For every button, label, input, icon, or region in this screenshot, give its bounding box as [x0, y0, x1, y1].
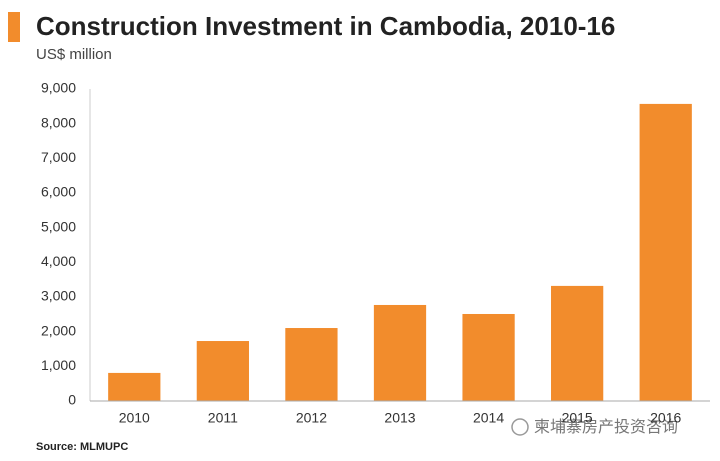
bar [285, 328, 338, 401]
chart-title: Construction Investment in Cambodia, 201… [36, 11, 615, 41]
x-tick-label: 2012 [296, 410, 327, 426]
y-tick-label: 3,000 [41, 288, 76, 304]
title-accent [8, 12, 20, 42]
bar [639, 103, 692, 401]
y-tick-label: 5,000 [41, 218, 76, 234]
y-tick-label: 0 [68, 392, 76, 408]
bar [108, 372, 161, 401]
chart-subtitle: US$ million [36, 46, 112, 63]
y-tick-label: 4,000 [41, 253, 76, 269]
x-tick-label: 2016 [650, 410, 681, 426]
bar [196, 341, 249, 401]
x-tick-label: 2014 [473, 410, 504, 426]
y-tick-label: 6,000 [41, 184, 76, 200]
bar [462, 313, 515, 401]
x-tick-label: 2015 [562, 410, 593, 426]
x-tick-label: 2011 [208, 410, 238, 426]
watermark: 柬埔寨房产投资咨询 [534, 418, 678, 436]
bar [551, 285, 604, 401]
y-tick-label: 2,000 [41, 322, 76, 338]
source: Source: MLMUPC [36, 441, 128, 453]
y-tick-label: 9,000 [41, 80, 76, 96]
x-tick-label: 2013 [384, 410, 415, 426]
x-tick-label: 2010 [119, 410, 150, 426]
watermark-icon [511, 418, 529, 436]
bar [373, 304, 427, 401]
y-tick-label: 1,000 [41, 357, 76, 373]
y-tick-label: 8,000 [41, 114, 76, 130]
y-tick-label: 7,000 [41, 149, 76, 165]
